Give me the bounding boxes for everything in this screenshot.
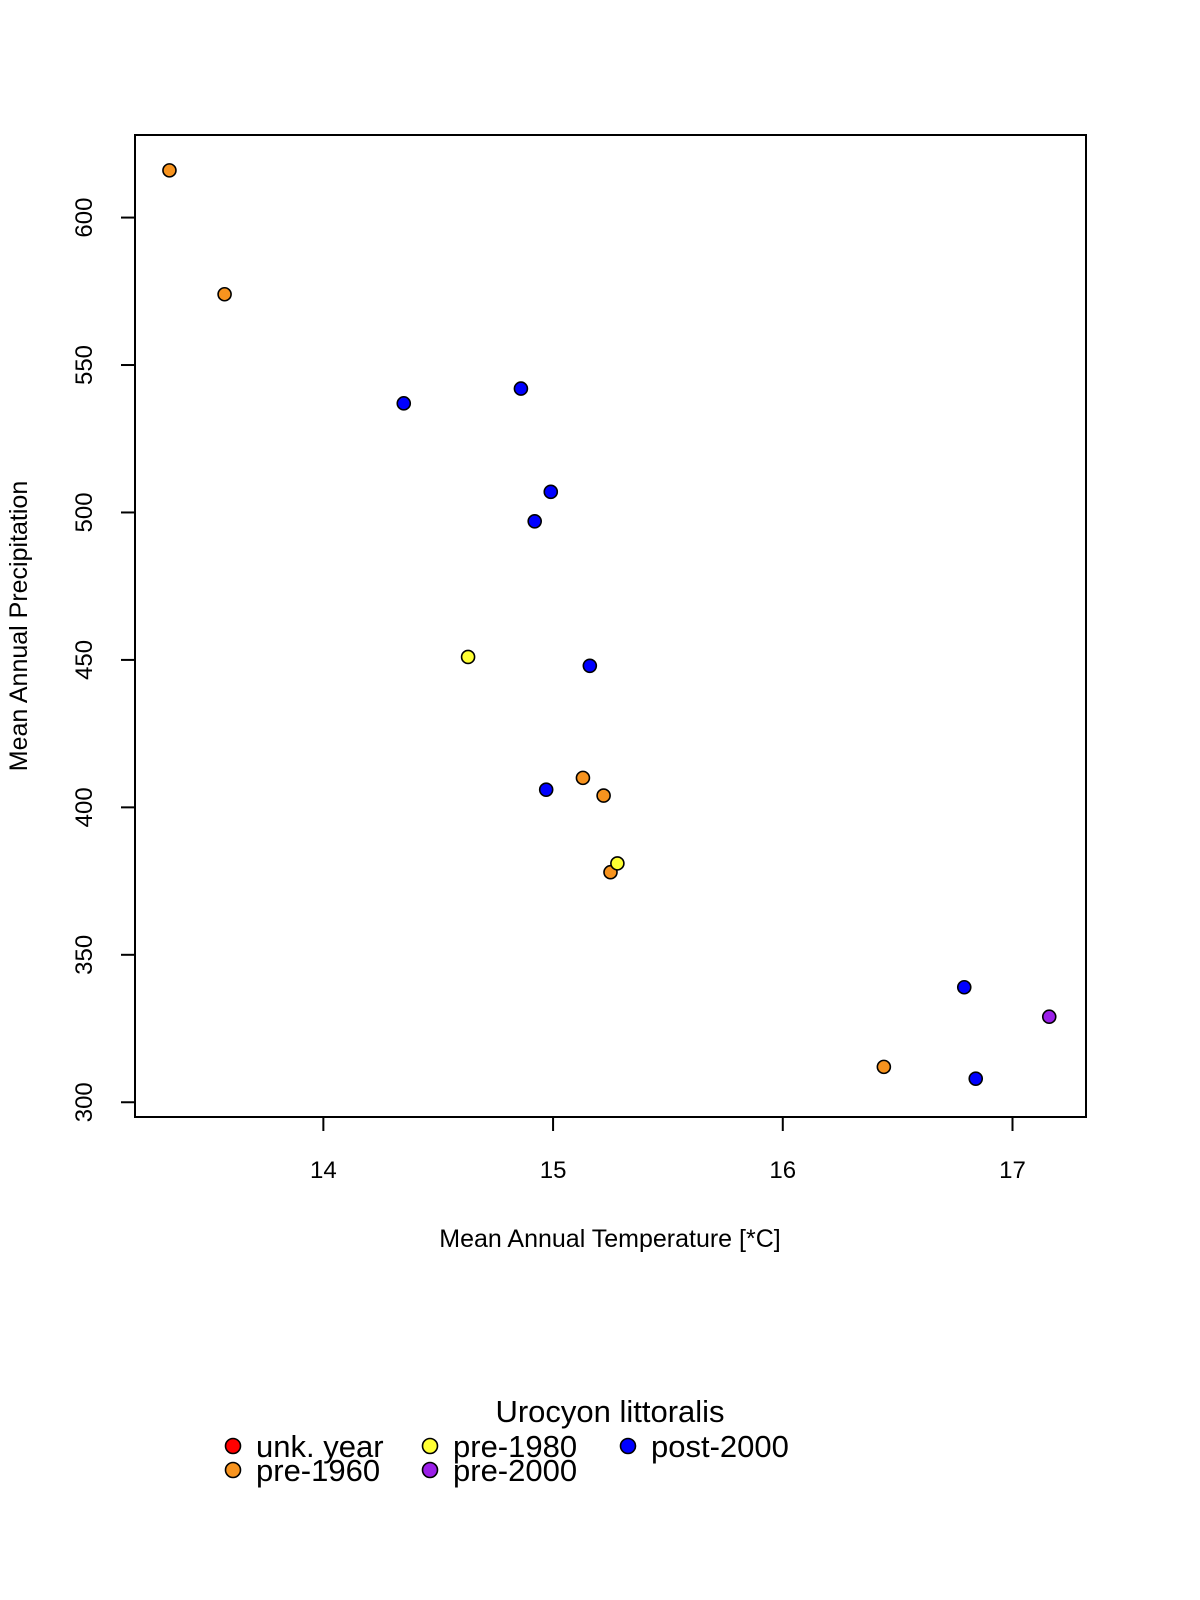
y-tick-label: 350 (71, 935, 98, 975)
data-point (582, 658, 598, 674)
legend-marker (224, 1437, 242, 1455)
y-tick-label: 300 (71, 1082, 98, 1122)
x-tick-label: 17 (999, 1157, 1026, 1184)
data-point (968, 1071, 984, 1086)
data-point (956, 979, 972, 995)
data-point (610, 856, 625, 871)
y-axis-label: Mean Annual Precipitation (5, 481, 33, 771)
x-tick-label: 14 (310, 1157, 337, 1184)
y-tick-label: 550 (71, 345, 98, 385)
legend-label: post-2000 (651, 1429, 789, 1464)
data-point (162, 163, 177, 178)
data-points (162, 163, 1057, 1086)
data-point (575, 770, 591, 786)
data-point (538, 782, 554, 797)
legend-marker (224, 1461, 242, 1479)
data-point (876, 1059, 892, 1075)
legend-label: unk. year (256, 1429, 384, 1464)
legend-marker (421, 1461, 439, 1479)
legend-marker (421, 1437, 439, 1455)
data-point (396, 396, 412, 411)
x-tick-label: 16 (769, 1157, 796, 1184)
y-axis: 300 350 400 450 500 550 600 (71, 198, 136, 1122)
data-point (460, 649, 476, 665)
legend-marker (619, 1437, 637, 1455)
data-point (1041, 1009, 1057, 1025)
legend-label: pre-2000 (453, 1453, 577, 1488)
legend-label: pre-1960 (256, 1453, 380, 1488)
y-tick-label: 600 (71, 198, 98, 238)
y-tick-label: 500 (71, 492, 98, 532)
data-point (527, 514, 542, 529)
data-point (513, 381, 529, 396)
legend-label: pre-1980 (453, 1429, 577, 1464)
data-point (596, 788, 611, 803)
legend-title: Urocyon littoralis (495, 1394, 724, 1429)
y-tick-label: 450 (71, 640, 98, 680)
x-tick-label: 15 (540, 1157, 567, 1184)
data-point (543, 484, 559, 500)
y-tick-label: 400 (71, 787, 98, 827)
data-point (217, 286, 232, 302)
x-axis-label: Mean Annual Temperature [*C] (439, 1225, 780, 1253)
plot-frame (134, 134, 1087, 1118)
x-axis: 14 15 16 17 (310, 1116, 1026, 1184)
